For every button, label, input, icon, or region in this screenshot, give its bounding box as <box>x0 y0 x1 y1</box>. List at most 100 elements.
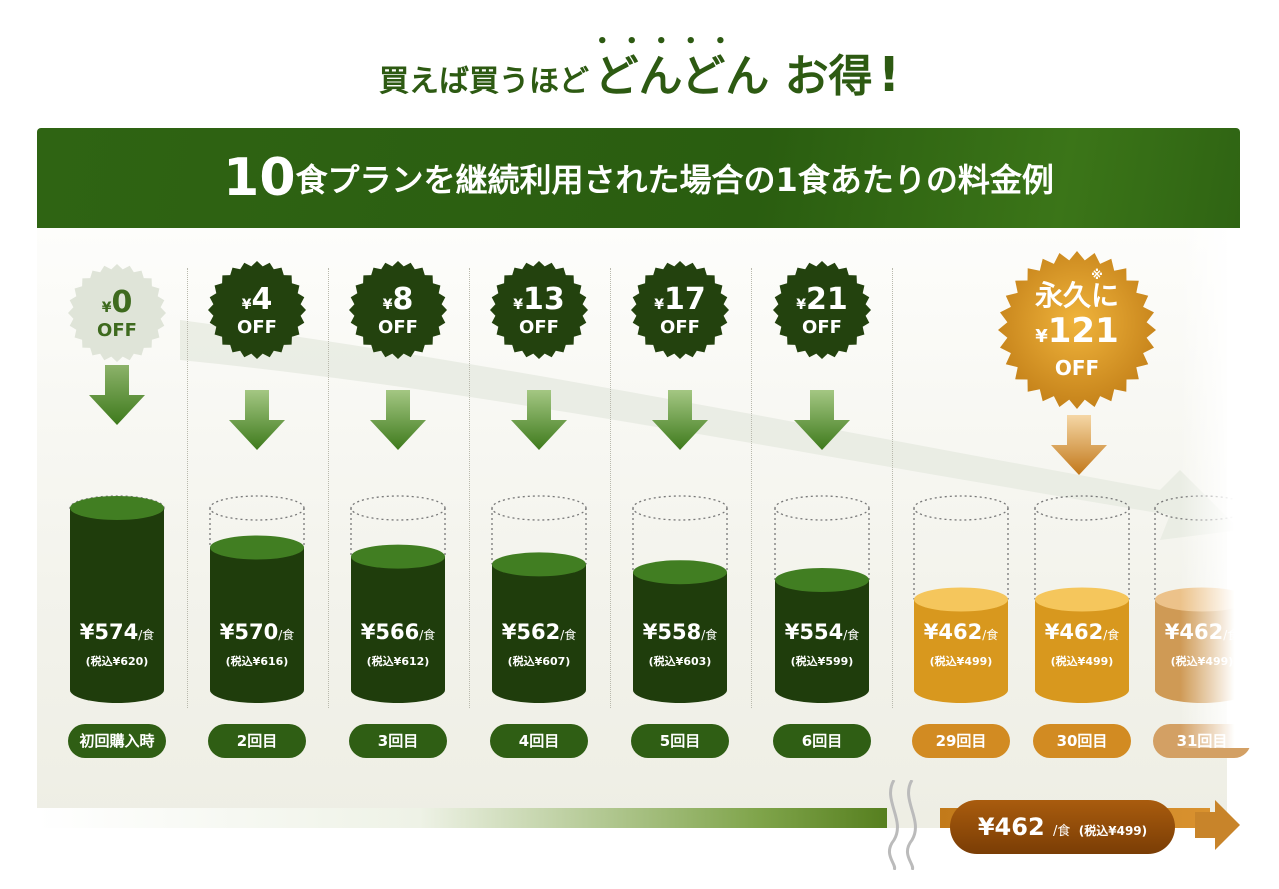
price-yen: ¥ <box>1044 620 1060 644</box>
discount-badge <box>349 261 447 359</box>
discount-badge-text: ¥0 OFF <box>62 285 172 341</box>
break-mark <box>888 780 917 870</box>
headline-suffix: お得 <box>784 51 873 102</box>
down-arrow-icon <box>652 390 708 450</box>
sweep-arrow-background <box>180 320 1240 540</box>
headline-emphasis-text: どんどん <box>594 51 770 102</box>
purchase-count-pill: 初回購入時 <box>68 724 166 758</box>
badge-off: OFF <box>237 317 277 338</box>
badge-off: OFF <box>802 317 842 338</box>
forever-off: OFF <box>1054 356 1100 380</box>
price-cylinder <box>491 495 587 703</box>
price-cylinder <box>350 495 446 703</box>
forever-yen: ¥ <box>1035 326 1048 347</box>
price-yen: ¥ <box>360 620 376 644</box>
price-yen: ¥ <box>923 620 939 644</box>
price-cylinder <box>632 495 728 703</box>
down-arrow-icon <box>370 390 426 450</box>
purchase-count-pill: 29回目 <box>912 724 1010 758</box>
column-8: ¥462/食 (税込¥499) 30回目 <box>1027 0 1137 889</box>
badge-amount: 0 <box>111 285 133 320</box>
price-cylinder <box>69 495 165 703</box>
headline-emphasis: ••••• どんどん <box>594 31 785 102</box>
price-cylinder <box>1034 495 1130 703</box>
final-yen: ¥ <box>977 813 995 841</box>
column-2: ¥4 OFF ¥570/食 (税込¥616) 2回目 <box>202 0 312 889</box>
final-unit: /食 <box>1053 824 1071 839</box>
price-unit: /食 <box>1103 628 1120 642</box>
price-unit: /食 <box>560 628 577 642</box>
column-3: ¥8 OFF ¥566/食 (税込¥612) 3回目 <box>343 0 453 889</box>
badge-yen: ¥ <box>382 297 393 313</box>
banner-text: 10食プランを継続利用された場合の1食あたりの料金例 <box>37 128 1240 228</box>
forever-mark: ※ <box>1091 268 1103 282</box>
discount-badge-text: ¥17 OFF <box>625 282 735 338</box>
badge-amount: 17 <box>664 282 706 317</box>
discount-badge-text: ¥13 OFF <box>484 282 594 338</box>
purchase-count-pill: 5回目 <box>631 724 729 758</box>
purchase-count-label: 30回目 <box>1056 732 1108 750</box>
price-tax-included: (税込¥607) <box>507 655 571 668</box>
down-arrow-icon <box>1051 415 1107 475</box>
price-yen: ¥ <box>642 620 658 644</box>
column-1: ¥0 OFF ¥574/食 (税込¥620) 初回購入時 <box>62 0 172 889</box>
column-divider <box>610 268 611 708</box>
badge-yen: ¥ <box>513 297 523 313</box>
price-number: 462 <box>1059 620 1104 644</box>
purchase-count-label: 初回購入時 <box>79 732 155 750</box>
price-unit: /食 <box>843 628 860 642</box>
purchase-count-pill: 30回目 <box>1033 724 1131 758</box>
price-number: 574 <box>94 620 139 644</box>
price-number: 570 <box>234 620 279 644</box>
column-divider <box>751 268 752 708</box>
headline: 買えば買うほど ••••• どんどん お得 ! <box>0 31 1279 104</box>
timeline-arrow-icon <box>1195 800 1240 850</box>
price-number: 462 <box>938 620 983 644</box>
price-value: ¥562/食 <box>484 620 594 644</box>
forever-discount-badge: ※ 永久に ¥121 OFF <box>997 250 1157 410</box>
discount-badge-text: ¥8 OFF <box>343 282 453 338</box>
forever-title: 永久に <box>1034 279 1119 312</box>
price-value: ¥462/食 <box>906 620 1016 644</box>
down-arrow-icon <box>89 365 145 425</box>
headline-prefix: 買えば買うほど <box>378 64 589 99</box>
purchase-count-label: 2回目 <box>236 732 278 750</box>
discount-badge <box>68 264 166 362</box>
price-tax-included: (税込¥599) <box>790 655 854 668</box>
discount-badge-text: ¥4 OFF <box>202 282 312 338</box>
price-tax-included: (税込¥603) <box>648 655 712 668</box>
badge-amount: 8 <box>392 282 414 317</box>
column-6: ¥21 OFF ¥554/食 (税込¥599) 6回目 <box>767 0 877 889</box>
purchase-count-pill: 4回目 <box>490 724 588 758</box>
purchase-count-pill: 3回目 <box>349 724 447 758</box>
purchase-count-label: 29回目 <box>935 732 987 750</box>
column-divider <box>892 268 893 708</box>
forever-amount: 121 <box>1047 311 1119 351</box>
price-yen: ¥ <box>501 620 517 644</box>
discount-badge <box>208 261 306 359</box>
banner-number: 10 <box>223 148 296 208</box>
final-price: 462 <box>994 813 1045 841</box>
down-arrow-icon <box>229 390 285 450</box>
price-value: ¥558/食 <box>625 620 735 644</box>
price-tax-included: (税込¥616) <box>225 655 289 668</box>
price-tax-included: (税込¥499) <box>929 655 993 668</box>
column-7: ¥462/食 (税込¥499) 29回目 <box>906 0 1016 889</box>
headline-dots: ••••• <box>596 31 745 52</box>
price-yen: ¥ <box>79 620 95 644</box>
price-tax-included: (税込¥499) <box>1050 655 1114 668</box>
badge-off: OFF <box>378 317 418 338</box>
column-4: ¥13 OFF ¥562/食 (税込¥607) 4回目 <box>484 0 594 889</box>
price-cylinder <box>774 495 870 703</box>
column-divider <box>469 268 470 708</box>
badge-amount: 4 <box>251 282 273 317</box>
price-tax-included: (税込¥620) <box>85 655 149 668</box>
purchase-count-label: 6回目 <box>801 732 843 750</box>
down-arrow-icon <box>794 390 850 450</box>
purchase-count-pill: 2回目 <box>208 724 306 758</box>
column-5: ¥17 OFF ¥558/食 (税込¥603) 5回目 <box>625 0 735 889</box>
discount-badge <box>631 261 729 359</box>
discount-badge <box>773 261 871 359</box>
price-yen: ¥ <box>784 620 800 644</box>
price-unit: /食 <box>701 628 718 642</box>
